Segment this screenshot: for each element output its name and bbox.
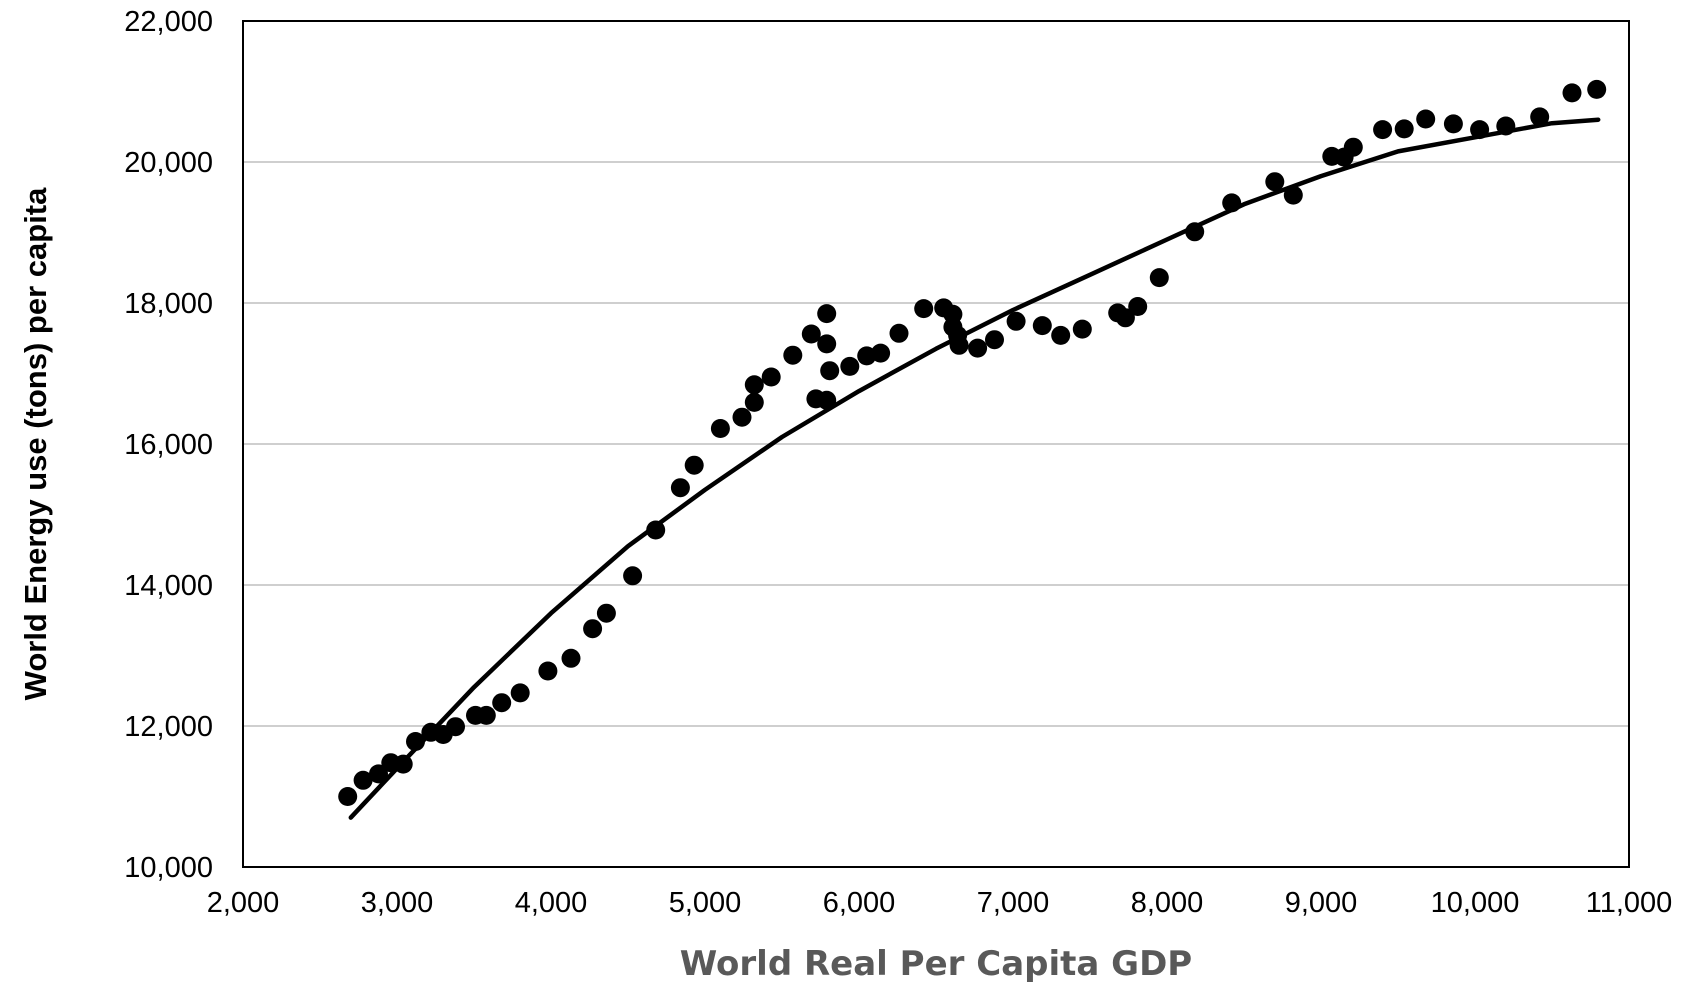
data-point bbox=[561, 648, 581, 668]
data-point bbox=[406, 732, 425, 751]
x-axis-title: World Real Per Capita GDP bbox=[680, 944, 1192, 984]
x-tick-label: 7,000 bbox=[977, 887, 1050, 919]
data-point bbox=[1394, 119, 1414, 139]
data-point bbox=[968, 338, 988, 358]
data-point bbox=[393, 754, 413, 774]
x-axis-ticks: 2,000 3,000 4,000 5,000 6,000 7,000 8,000 9,000… bbox=[207, 887, 1673, 919]
data-point bbox=[1265, 172, 1285, 192]
x-tick-label: 4,000 bbox=[515, 887, 588, 919]
y-tick-label: 14,000 bbox=[124, 570, 213, 602]
trendline-layer bbox=[348, 117, 1601, 820]
x-tick-label: 8,000 bbox=[1131, 887, 1204, 919]
data-point bbox=[710, 419, 730, 438]
gridlines bbox=[243, 161, 1629, 727]
x-tick-label: 6,000 bbox=[823, 887, 896, 919]
data-point bbox=[1587, 79, 1607, 99]
data-point bbox=[1343, 137, 1363, 157]
data-point bbox=[1185, 222, 1205, 242]
x-tick-label: 3,000 bbox=[361, 887, 434, 919]
data-point bbox=[369, 764, 388, 784]
x-tick-label: 11,000 bbox=[1586, 887, 1673, 919]
x-tick-label: 2,000 bbox=[207, 887, 280, 919]
data-point bbox=[1443, 114, 1463, 134]
data-point bbox=[646, 520, 666, 540]
x-tick-label: 9,000 bbox=[1285, 887, 1358, 919]
data-point bbox=[1373, 120, 1393, 140]
y-tick-label: 12,000 bbox=[124, 711, 213, 743]
data-point bbox=[985, 330, 1004, 350]
y-axis-ticks: 10,000 12,000 14,000 16,000 18,000 20,000 22,0… bbox=[124, 6, 213, 884]
plot-area-frame bbox=[242, 20, 1630, 868]
data-point bbox=[840, 356, 860, 376]
data-point bbox=[1149, 268, 1169, 288]
data-point bbox=[1051, 325, 1071, 345]
y-tick-label: 16,000 bbox=[124, 429, 213, 461]
data-point bbox=[871, 343, 891, 363]
trendline bbox=[348, 117, 1601, 820]
data-point bbox=[820, 361, 840, 381]
data-point bbox=[338, 787, 358, 806]
data-point bbox=[596, 603, 616, 623]
data-point bbox=[492, 693, 512, 713]
data-point bbox=[744, 375, 764, 395]
data-point bbox=[446, 717, 465, 737]
data-point bbox=[817, 334, 837, 354]
data-point bbox=[1530, 107, 1550, 127]
data-point bbox=[583, 619, 603, 639]
data-point bbox=[732, 407, 752, 427]
data-point bbox=[510, 683, 530, 703]
data-point bbox=[817, 390, 837, 410]
y-axis-title: World Energy use (tons) per capita bbox=[18, 187, 53, 701]
y-tick-label: 10,000 bbox=[124, 852, 213, 884]
y-tick-label: 18,000 bbox=[124, 288, 213, 320]
data-point bbox=[1283, 185, 1303, 205]
data-point bbox=[1222, 193, 1242, 213]
data-point bbox=[801, 324, 821, 344]
data-point bbox=[817, 304, 837, 324]
data-point bbox=[1115, 308, 1135, 328]
data-point bbox=[949, 335, 969, 355]
x-tick-label: 10,000 bbox=[1431, 887, 1520, 919]
y-tick-label: 22,000 bbox=[124, 6, 213, 38]
data-point bbox=[538, 661, 558, 681]
data-point bbox=[1032, 316, 1052, 336]
data-point bbox=[1470, 120, 1490, 140]
data-point bbox=[783, 345, 803, 365]
data-point bbox=[889, 323, 909, 343]
data-point bbox=[1072, 319, 1092, 339]
data-point bbox=[1496, 116, 1516, 136]
x-tick-label: 5,000 bbox=[669, 887, 742, 919]
data-point bbox=[1006, 311, 1026, 331]
data-point bbox=[353, 770, 373, 790]
data-point bbox=[670, 478, 690, 498]
data-point bbox=[1416, 109, 1436, 129]
data-point bbox=[761, 367, 781, 387]
data-point bbox=[744, 392, 764, 412]
data-point bbox=[684, 455, 704, 475]
data-point bbox=[914, 299, 934, 319]
data-point bbox=[1128, 297, 1148, 316]
y-tick-label: 20,000 bbox=[124, 147, 213, 179]
data-point bbox=[623, 566, 643, 586]
data-point bbox=[1562, 83, 1582, 103]
data-point bbox=[476, 705, 496, 725]
data-points bbox=[338, 79, 1607, 806]
